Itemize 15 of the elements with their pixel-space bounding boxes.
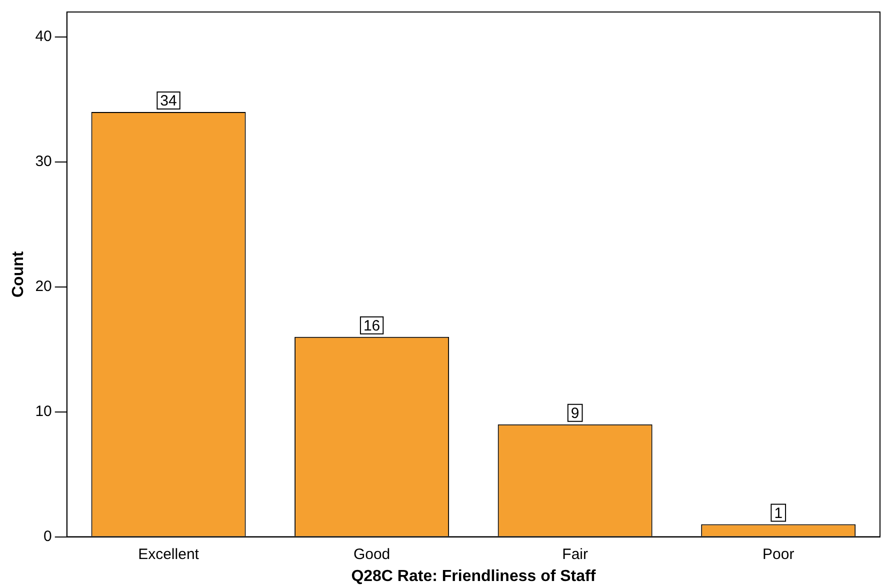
- data-label: 1: [774, 504, 783, 522]
- y-tick-label: 40: [35, 28, 52, 46]
- y-tick-label: 10: [35, 402, 52, 420]
- y-tick-label: 20: [35, 278, 52, 296]
- x-tick-label: Excellent: [138, 546, 200, 563]
- x-tick-label: Poor: [762, 546, 794, 563]
- y-axis-title: Count: [10, 250, 28, 298]
- x-tick-label: Fair: [562, 546, 588, 563]
- data-label: 34: [160, 92, 177, 110]
- x-tick-label: Good: [353, 546, 390, 563]
- x-axis-title: Q28C Rate: Friendliness of Staff: [351, 568, 596, 585]
- y-tick-label: 0: [44, 528, 52, 545]
- y-tick-label: 30: [35, 153, 52, 170]
- data-label: 9: [570, 404, 580, 422]
- data-label: 16: [363, 318, 380, 335]
